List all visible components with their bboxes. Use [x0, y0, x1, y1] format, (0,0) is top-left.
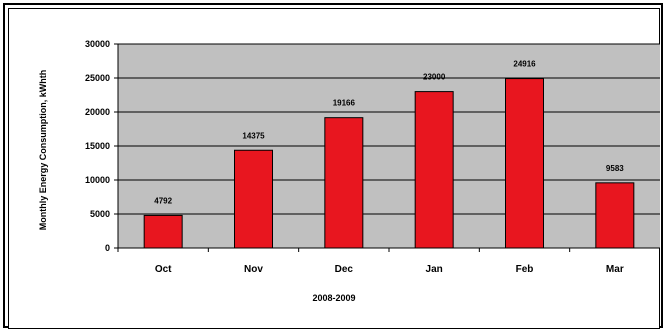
- bar-mar: [595, 182, 635, 249]
- data-label: 24916: [513, 60, 536, 69]
- data-label: 19166: [333, 99, 356, 108]
- y-axis: 0 5000 10000 15000 20000 25000 30000: [85, 39, 119, 253]
- data-label: 23000: [423, 73, 446, 82]
- bar-nov: [234, 149, 273, 249]
- x-tick-label: Mar: [606, 264, 624, 275]
- y-tick-label: 30000: [85, 39, 110, 49]
- y-tick-label: 25000: [85, 73, 110, 83]
- data-label: 9583: [606, 164, 624, 173]
- x-tick-label: Nov: [244, 264, 263, 275]
- x-tick-label: Feb: [516, 264, 534, 275]
- bar-feb: [505, 78, 544, 249]
- bar-dec: [324, 117, 364, 249]
- x-axis: Oct Nov Dec Jan Feb Mar: [117, 247, 660, 275]
- y-tick-label: 10000: [85, 175, 110, 185]
- data-labels: 4792 14375 19166 23000 24916 9583: [154, 60, 624, 206]
- x-tick-label: Jan: [426, 264, 443, 275]
- data-label: 14375: [242, 131, 265, 140]
- bar-oct: [143, 214, 183, 249]
- y-axis-title: Monthly Energy Consumption, kWhth: [38, 70, 48, 231]
- x-axis-title: 2008-2009: [312, 293, 355, 303]
- bar-jan: [414, 91, 454, 249]
- data-label: 4792: [154, 196, 172, 205]
- y-tick-label: 15000: [85, 141, 110, 151]
- x-tick-label: Oct: [155, 264, 172, 275]
- y-tick-label: 20000: [85, 107, 110, 117]
- y-tick-label: 0: [105, 243, 110, 253]
- y-tick-label: 5000: [90, 209, 110, 219]
- x-tick-label: Dec: [335, 264, 354, 275]
